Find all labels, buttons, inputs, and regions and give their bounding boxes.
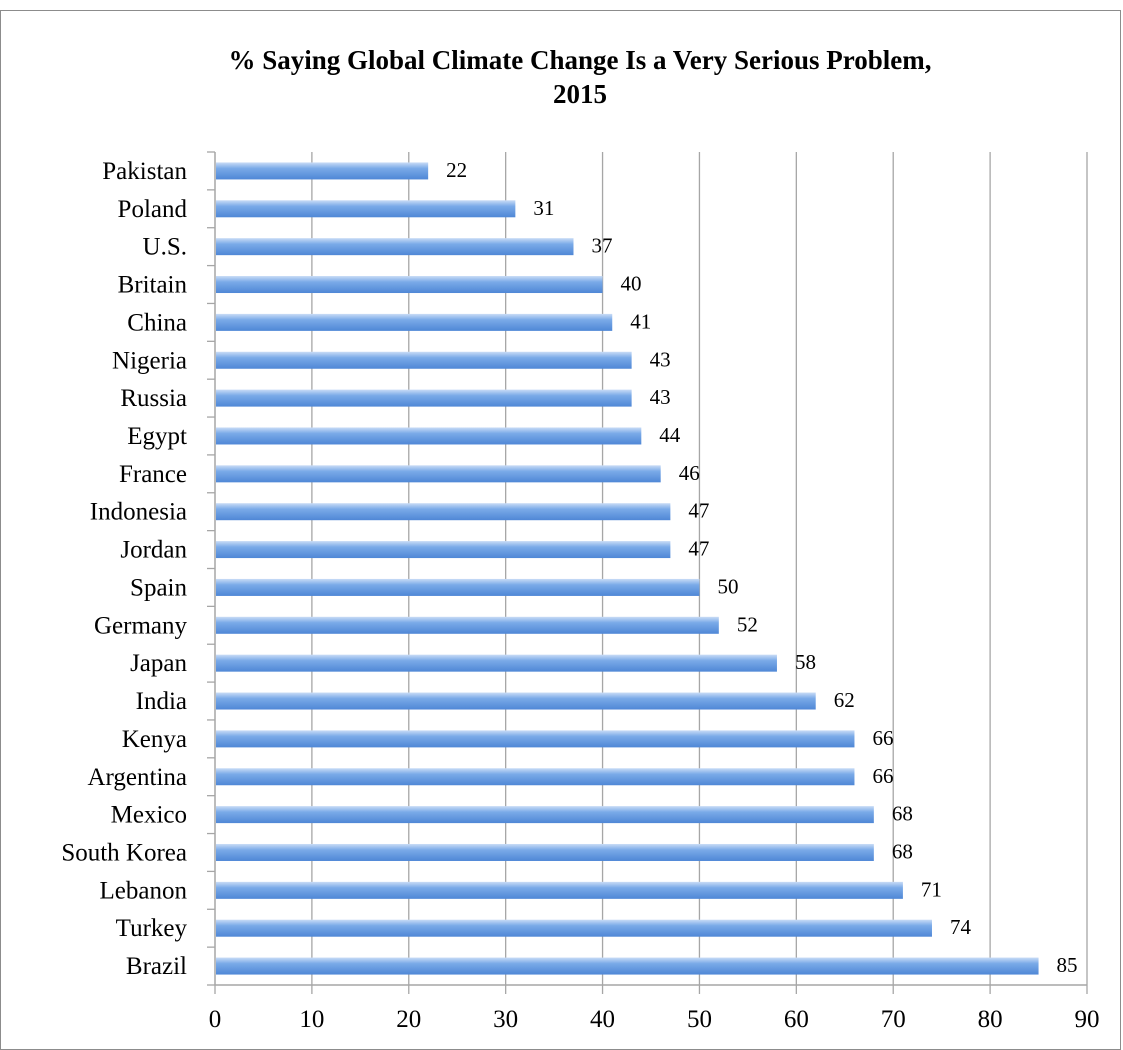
x-tick-label: 10	[299, 1006, 324, 1033]
bar	[216, 200, 516, 218]
bar	[216, 881, 903, 899]
x-tick-label: 30	[493, 1006, 518, 1033]
data-label: 46	[679, 461, 700, 485]
data-label: 22	[446, 158, 467, 182]
data-label: 58	[795, 650, 816, 674]
data-label: 66	[872, 726, 893, 750]
chart-frame	[0, 10, 1121, 1050]
chart-title-line-1: % Saying Global Climate Change Is a Very…	[228, 45, 932, 75]
x-tick-label: 60	[784, 1006, 809, 1033]
category-label: Egypt	[127, 423, 187, 450]
x-tick-label: 70	[881, 1006, 906, 1033]
category-label: South Korea	[61, 839, 187, 866]
bar	[216, 427, 642, 445]
x-tick-label: 50	[687, 1006, 712, 1033]
data-label: 62	[834, 688, 855, 712]
data-label: 68	[892, 802, 913, 826]
data-label: 50	[717, 574, 738, 598]
data-label: 41	[630, 309, 651, 333]
category-label: Mexico	[111, 802, 187, 829]
category-label: Pakistan	[102, 158, 187, 185]
chart-title-line-2: 2015	[553, 79, 607, 109]
bar	[216, 957, 1039, 975]
category-label: Indonesia	[90, 499, 187, 526]
bar	[216, 389, 632, 407]
bar	[216, 730, 855, 748]
bar	[216, 654, 777, 672]
bar	[216, 313, 613, 331]
bar	[216, 162, 429, 180]
category-label: Japan	[130, 650, 187, 677]
bar	[216, 806, 874, 824]
bar	[216, 616, 719, 634]
category-label: Nigeria	[112, 347, 187, 374]
category-label: Spain	[130, 574, 187, 601]
x-tick-label: 90	[1075, 1006, 1100, 1033]
data-label: 47	[688, 499, 709, 523]
data-label: 66	[872, 764, 893, 788]
bar	[216, 919, 932, 937]
category-label: Brazil	[126, 953, 187, 980]
bar	[216, 578, 700, 596]
category-label: Russia	[120, 385, 187, 412]
bar	[216, 768, 855, 786]
x-tick-label: 0	[209, 1006, 222, 1033]
x-tick-label: 20	[396, 1006, 421, 1033]
axes	[207, 151, 1088, 994]
bar	[216, 843, 874, 861]
bar	[216, 503, 671, 521]
bar	[216, 692, 816, 710]
category-label: Kenya	[122, 726, 187, 753]
data-label: 40	[621, 272, 642, 296]
labels: 0 10 20 30 40 50 60 70 80 90 Pakistan 22 Poland 31 U.S…	[61, 158, 1099, 1033]
category-label: France	[119, 461, 187, 488]
category-label: India	[136, 688, 187, 715]
data-label: 52	[737, 612, 758, 636]
data-label: 74	[950, 915, 972, 939]
category-label: Argentina	[87, 764, 187, 791]
category-label: Poland	[118, 196, 188, 223]
data-label: 85	[1057, 953, 1078, 977]
data-label: 68	[892, 839, 913, 863]
category-label: Britain	[118, 272, 188, 299]
data-label: 71	[921, 877, 942, 901]
chart-title: % Saying Global Climate Change Is a Very…	[0, 43, 1123, 111]
data-label: 47	[688, 537, 709, 561]
category-label: U.S.	[143, 234, 187, 261]
category-label: China	[127, 309, 187, 336]
data-label: 31	[533, 196, 554, 220]
data-label: 44	[659, 423, 681, 447]
bar	[216, 351, 632, 369]
category-label: Turkey	[116, 915, 188, 942]
bars	[216, 162, 1039, 975]
data-label: 43	[650, 347, 671, 371]
bar	[216, 276, 603, 294]
data-label: 37	[591, 234, 612, 258]
bar	[216, 541, 671, 559]
bar	[216, 465, 661, 483]
category-label: Lebanon	[100, 877, 188, 904]
data-label: 43	[650, 385, 671, 409]
x-tick-label: 80	[978, 1006, 1003, 1033]
category-label: Jordan	[120, 537, 187, 564]
x-tick-label: 40	[590, 1006, 615, 1033]
category-label: Germany	[94, 612, 188, 639]
bar	[216, 238, 574, 256]
